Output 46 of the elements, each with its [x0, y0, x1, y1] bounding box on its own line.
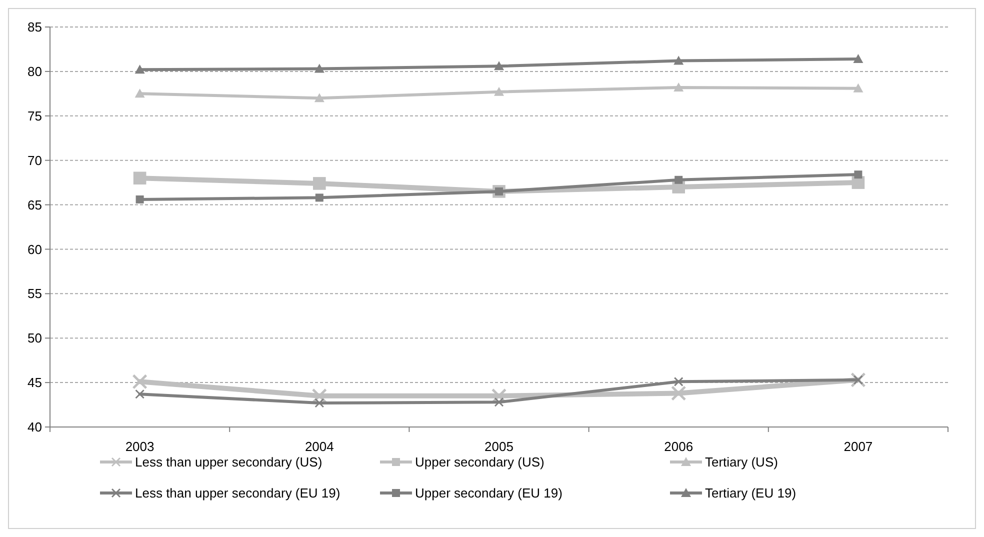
y-tick-label: 55 [28, 286, 42, 302]
point [674, 56, 684, 65]
point [853, 375, 863, 385]
legend-label: Less than upper secondary (EU 19) [135, 486, 340, 501]
x-tick-label: 2004 [304, 439, 334, 454]
point [671, 386, 686, 401]
point [313, 177, 326, 190]
legend-label: Tertiary (US) [705, 454, 778, 470]
legend-label: Upper secondary (US) [415, 454, 544, 470]
point [132, 374, 148, 390]
point [494, 397, 504, 407]
point [312, 388, 327, 404]
point [494, 86, 504, 96]
point [314, 93, 324, 102]
y-tick-label: 80 [28, 64, 42, 79]
y-tick-label: 65 [28, 197, 42, 212]
point [133, 172, 146, 185]
point [850, 372, 866, 388]
point [494, 61, 504, 70]
point [674, 82, 684, 92]
point [854, 170, 862, 179]
x-tick-label: 2007 [844, 439, 873, 454]
point [853, 83, 864, 92]
point [135, 389, 145, 399]
y-tick-label: 75 [28, 108, 42, 124]
legend-label: Less than upper secondary (US) [135, 454, 322, 470]
x-tick-label: 2005 [484, 439, 514, 454]
point [134, 64, 145, 74]
y-tick-label: 70 [28, 152, 42, 168]
y-tick-label: 50 [28, 330, 42, 346]
y-tick-label: 60 [28, 242, 42, 257]
point [136, 195, 144, 204]
point [315, 194, 324, 202]
legend-label: Upper secondary (EU 19) [415, 486, 562, 501]
point [314, 398, 324, 408]
point [853, 54, 864, 63]
legend-label: Tertiary (EU 19) [705, 486, 796, 501]
point [314, 64, 324, 73]
y-tick-label: 85 [28, 20, 42, 35]
y-tick-label: 40 [28, 420, 42, 435]
x-tick-label: 2006 [664, 439, 694, 454]
point [674, 176, 683, 184]
y-tick-label: 45 [28, 375, 42, 390]
point [674, 376, 684, 386]
x-tick-label: 2003 [125, 439, 154, 454]
point [134, 88, 145, 98]
